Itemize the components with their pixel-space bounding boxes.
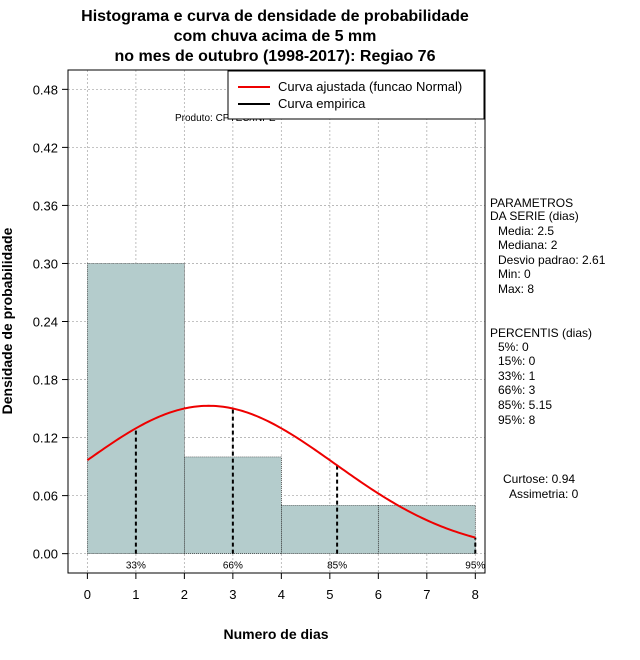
percentil-15: 15%: 0 <box>498 354 536 368</box>
y-axis-label: Densidade de probabilidade <box>0 227 15 414</box>
y-tick-label-7: 0.42 <box>33 140 58 155</box>
legend-box <box>227 70 485 120</box>
x-tick-label-4: 4 <box>278 587 285 602</box>
x-tick-label-0: 0 <box>84 587 91 602</box>
percentil-33: 33%: 1 <box>498 369 536 383</box>
percentile-label-3: 95% <box>465 561 485 572</box>
legend-label-normal: Curva ajustada (funcao Normal) <box>278 79 462 94</box>
product-note: Produto: CPTEC/INPE <box>175 113 276 124</box>
x-tick-label-7: 7 <box>423 587 430 602</box>
parametros-subheading: DA SERIE (dias) <box>490 209 579 223</box>
x-axis-label: Numero de dias <box>223 626 328 642</box>
x-tick-label-3: 3 <box>229 587 236 602</box>
chart-title-line-1: Histograma e curva de densidade de proba… <box>81 8 469 25</box>
y-tick-label-6: 0.36 <box>33 198 58 213</box>
param-max: Max: 8 <box>498 282 534 296</box>
y-tick-label-0: 0.00 <box>33 547 58 562</box>
chart-title-line-2: com chuva acima de 5 mm <box>174 28 377 45</box>
x-tick-label-6: 6 <box>375 587 382 602</box>
histogram-bar-2 <box>280 504 379 555</box>
y-tick-label-5: 0.30 <box>33 256 58 271</box>
x-tick-label-8: 8 <box>472 587 479 602</box>
percentile-label-1: 66% <box>223 561 243 572</box>
percentil-85: 85%: 5.15 <box>498 398 552 412</box>
assimetria-value: Assimetria: 0 <box>509 487 579 501</box>
series-parameters-panel: PARAMETROS DA SERIE (dias) Media: 2.5 Me… <box>490 196 606 296</box>
percentis-heading: PERCENTIS (dias) <box>490 326 592 340</box>
axes: 0 1 2 3 4 5 6 7 8 0.00 0.06 0.12 0.18 0.24 0.30 0.36 0.4… <box>33 82 479 602</box>
curtose-value: Curtose: 0.94 <box>503 472 575 486</box>
percentile-label-2: 85% <box>327 561 347 572</box>
parametros-heading: PARAMETROS <box>490 196 573 210</box>
y-tick-label-1: 0.06 <box>33 489 58 504</box>
percentil-95: 95%: 8 <box>498 413 536 427</box>
histogram-bars <box>87 263 476 555</box>
legend-label-empirical: Curva empirica <box>278 96 366 111</box>
x-tick-label-1: 1 <box>132 587 139 602</box>
param-min: Min: 0 <box>498 267 531 281</box>
percentil-66: 66%: 3 <box>498 383 536 397</box>
y-tick-label-8: 0.48 <box>33 82 58 97</box>
histogram-bar-0 <box>87 263 185 555</box>
percentil-5: 5%: 0 <box>498 340 529 354</box>
shape-stats-panel: Curtose: 0.94 Assimetria: 0 <box>503 472 579 501</box>
percentile-lines: 33% 66% 85% 95% <box>126 408 485 572</box>
param-desvio: Desvio padrao: 2.61 <box>498 253 606 267</box>
param-media: Media: 2.5 <box>498 224 554 238</box>
percentile-label-0: 33% <box>126 561 146 572</box>
x-tick-label-2: 2 <box>181 587 188 602</box>
y-tick-label-2: 0.12 <box>33 431 58 446</box>
normal-curve <box>86 404 476 539</box>
percentiles-panel: PERCENTIS (dias) 5%: 0 15%: 0 33%: 1 66%… <box>490 326 592 427</box>
legend: Curva ajustada (funcao Normal) Curva emp… <box>227 70 485 120</box>
chart-title-line-3: no mes de outubro (1998-2017): Regiao 76 <box>115 48 436 65</box>
histogram-bar-3 <box>377 504 476 555</box>
normal-curve-group <box>86 404 476 539</box>
x-tick-label-5: 5 <box>326 587 333 602</box>
y-tick-label-3: 0.18 <box>33 373 58 388</box>
y-tick-label-4: 0.24 <box>33 315 58 330</box>
param-mediana: Mediana: 2 <box>498 238 558 252</box>
